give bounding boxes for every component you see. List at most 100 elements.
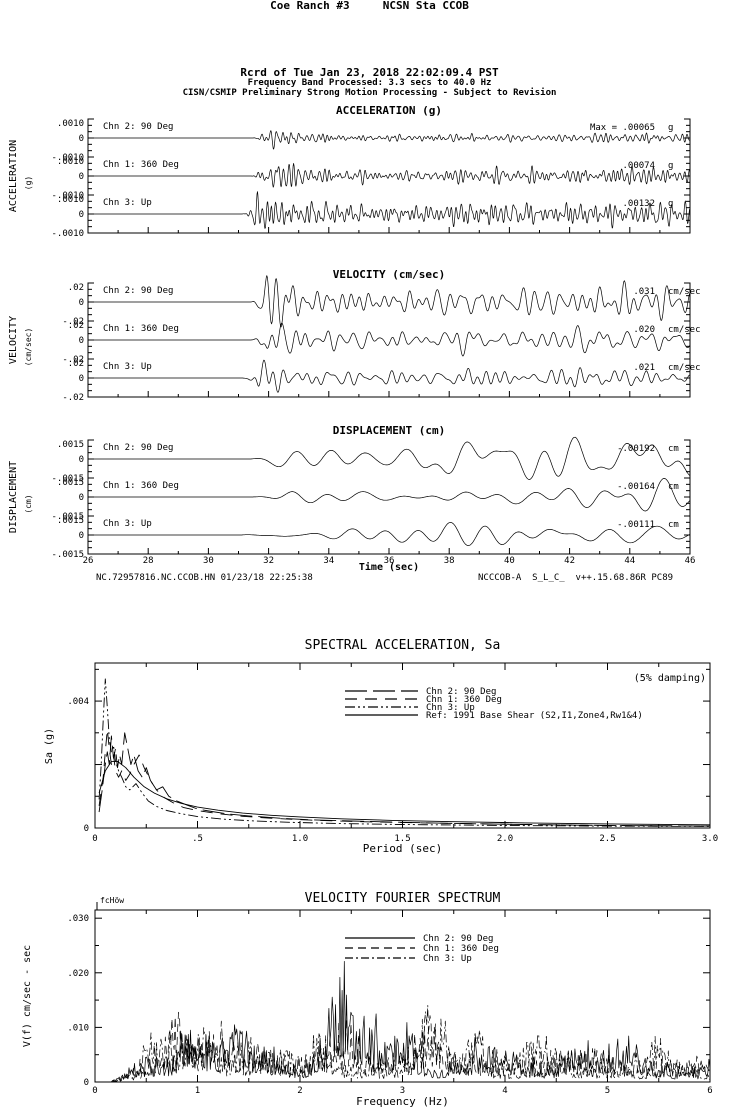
peak-value-label: .00132 <box>622 199 655 209</box>
frequency-tick-label: 1 <box>195 1086 200 1096</box>
frequency-band-note: Frequency Band Processed: 3.3 secs to 40… <box>247 78 492 88</box>
peak-unit-label: cm/sec <box>668 325 701 335</box>
legend-label: Chn 2: 90 Deg <box>423 934 493 944</box>
scale-label: .0015 <box>57 516 84 526</box>
waveform-trace <box>88 436 691 480</box>
peak-unit-label: cm <box>668 482 679 492</box>
fourier-curve <box>95 960 711 1083</box>
waveform-trace <box>88 191 691 229</box>
scale-label: .02 <box>68 359 84 369</box>
time-tick-label: 34 <box>323 556 334 566</box>
scale-label: 0 <box>79 134 84 144</box>
peak-unit-label: g <box>668 161 673 171</box>
channel-label: Chn 2: 90 Deg <box>103 122 173 132</box>
sa-curve <box>98 760 711 826</box>
time-tick-label: 42 <box>564 556 575 566</box>
scale-label: -.02 <box>62 317 84 327</box>
period-tick-label: 3.0 <box>702 834 718 844</box>
waveform-trace <box>88 275 691 328</box>
scale-label: .0015 <box>57 440 84 450</box>
waveform-trace <box>88 163 691 188</box>
frequency-tick-label: 3 <box>400 1086 405 1096</box>
record-datetime: Rcrd of Tue Jan 23, 2018 22:02:09.4 PST <box>240 66 499 79</box>
frequency-tick-label: 5 <box>605 1086 610 1096</box>
legend-label: Chn 3: Up <box>423 954 472 964</box>
sa-tick-label: 0 <box>84 824 89 834</box>
waveform-trace <box>88 478 691 512</box>
peak-value-label: -.00111 <box>617 520 655 530</box>
processing-id-footer: NCCCOB-A S_L_C_ v++.15.68.86R PC89 <box>478 573 674 583</box>
scale-label: .0010 <box>57 195 84 205</box>
scale-label: 0 <box>79 298 84 308</box>
fourier-curve <box>95 1005 711 1083</box>
peak-value-label: .021 <box>633 363 655 373</box>
waveform-trace <box>88 359 691 393</box>
scale-label: -.0015 <box>51 474 84 484</box>
acceleration-section-title: ACCELERATION (g) <box>336 104 442 117</box>
channel-label: Chn 1: 360 Deg <box>103 324 179 334</box>
plot-box <box>94 662 711 829</box>
channel-label: Chn 3: Up <box>103 198 152 208</box>
time-tick-label: 38 <box>444 556 455 566</box>
period-tick-label: 2.5 <box>599 834 615 844</box>
peak-unit-label: cm/sec <box>668 287 701 297</box>
period-axis-label: Period (sec) <box>362 842 443 855</box>
sa-axis-label: Sa (g) <box>44 728 55 764</box>
legend-label: Chn 1: 360 Deg <box>423 944 499 954</box>
time-tick-label: 44 <box>624 556 635 566</box>
time-tick-label: 40 <box>504 556 515 566</box>
section-side-label: VELOCITY <box>8 316 19 364</box>
section-side-unit: (cm) <box>24 494 33 513</box>
waveform-trace <box>88 130 691 150</box>
scale-label: -.0015 <box>51 550 84 560</box>
record-id-footer: NC.72957816.NC.CCOB.HN 01/23/18 22:25:38 <box>96 573 313 583</box>
scale-label: -.0015 <box>51 512 84 522</box>
channel-label: Chn 2: 90 Deg <box>103 286 173 296</box>
scale-label: -.0010 <box>51 191 84 201</box>
scale-label: 0 <box>79 455 84 465</box>
scale-label: .0015 <box>57 478 84 488</box>
frequency-tick-label: 4 <box>502 1086 507 1096</box>
peak-value-label: Max = .00065 <box>590 123 655 133</box>
frequency-axis-label: Frequency (Hz) <box>356 1095 449 1108</box>
scale-label: -.0010 <box>51 229 84 239</box>
time-tick-label: 26 <box>83 556 94 566</box>
vf-tick-label: .030 <box>67 914 89 924</box>
peak-unit-label: g <box>668 199 673 209</box>
scale-label: 0 <box>79 493 84 503</box>
sa-curve <box>98 729 711 827</box>
sa-chart-title: SPECTRAL ACCELERATION, Sa <box>304 638 501 653</box>
scale-label: 0 <box>79 531 84 541</box>
scale-label: 0 <box>79 210 84 220</box>
section-side-label: DISPLACEMENT <box>8 461 19 533</box>
peak-unit-label: cm/sec <box>668 363 701 373</box>
channel-label: Chn 3: Up <box>103 362 152 372</box>
time-axis-label: Time (sec) <box>358 562 420 573</box>
scale-label: 0 <box>79 374 84 384</box>
legend-label: Ref: 1991 Base Shear (S2,I1,Zone4,Rw1&4) <box>426 711 643 721</box>
time-tick-label: 36 <box>384 556 395 566</box>
scale-label: -.02 <box>62 393 84 403</box>
legend-label: Chn 1: 360 Deg <box>426 695 502 705</box>
scale-label: .0010 <box>57 119 84 129</box>
period-tick-label: 0 <box>92 834 97 844</box>
peak-unit-label: cm <box>668 444 679 454</box>
scale-label: .0010 <box>57 157 84 167</box>
period-tick-label: 1.0 <box>292 834 308 844</box>
period-tick-label: 1.5 <box>394 834 410 844</box>
time-tick-label: 46 <box>685 556 696 566</box>
waveform-trace <box>88 522 691 546</box>
channel-label: Chn 1: 360 Deg <box>103 481 179 491</box>
frequency-tick-label: 0 <box>92 1086 97 1096</box>
peak-value-label: .00074 <box>622 161 655 171</box>
processing-note: CISN/CSMIP Preliminary Strong Motion Pro… <box>182 88 557 98</box>
legend-label: Chn 3: Up <box>426 703 475 713</box>
channel-label: Chn 2: 90 Deg <box>103 443 173 453</box>
time-tick-label: 32 <box>263 556 274 566</box>
scale-label: 0 <box>79 336 84 346</box>
peak-unit-label: cm <box>668 520 679 530</box>
fourier-chart-title: VELOCITY FOURIER SPECTRUM <box>304 891 501 906</box>
damping-note: (5% damping) <box>633 673 706 684</box>
scale-label: 0 <box>79 172 84 182</box>
